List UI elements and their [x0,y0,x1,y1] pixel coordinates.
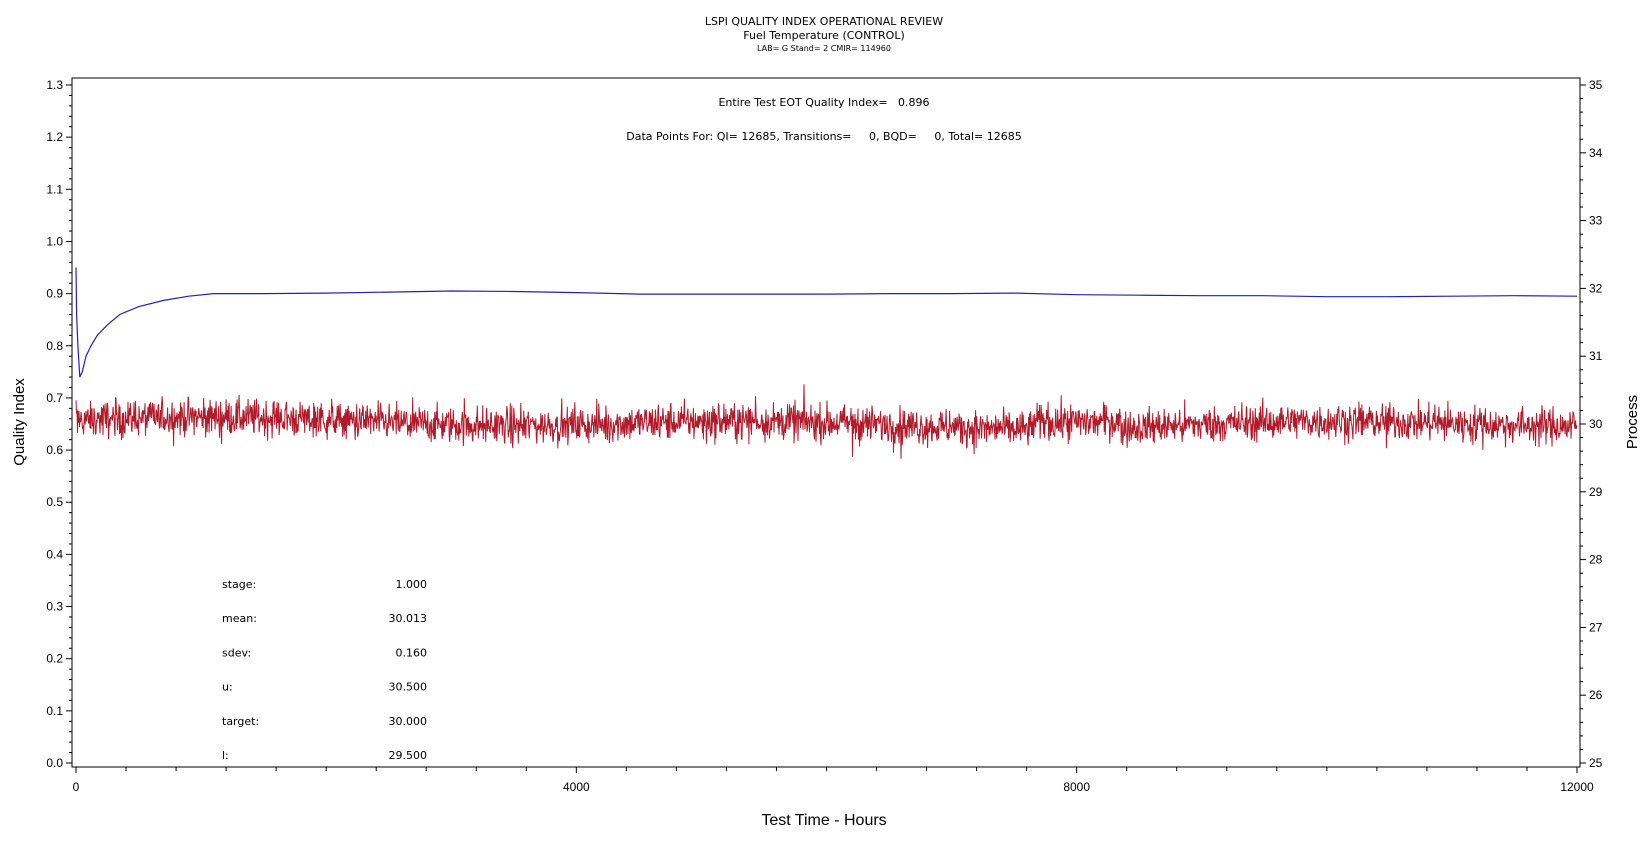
process-line [75,384,1578,459]
y-left-tick-label: 0.6 [46,443,63,457]
chart-title: LSPI QUALITY INDEX OPERATIONAL REVIEW [705,15,943,28]
y-left-tick-label: 0.0 [46,756,63,770]
stats-table: stage: 1.000 mean: 30.013 sdev: 0.160 u: 30.500… [222,578,427,762]
y-right-tick-label: 35 [1589,78,1603,92]
stat-label: target: [222,715,259,728]
chart-subtitle: Fuel Temperature (CONTROL) [743,29,905,42]
y-left-tick-label: 1.0 [46,234,63,248]
stat-value: 30.000 [389,715,428,728]
process-series [75,384,1578,459]
chart-subtitle-2: LAB= G Stand= 2 CMIR= 114960 [757,44,891,53]
stat-label: u: [222,681,233,694]
y-right-tick-label: 30 [1589,417,1603,431]
y-left-tick-label: 1.3 [46,78,63,92]
x-tick-label: 12000 [1560,780,1594,794]
y-left-tick-label: 1.1 [46,182,63,196]
y-right-tick-label: 29 [1589,485,1603,499]
stat-value: 30.500 [389,681,428,694]
annotation-data-points: Data Points For: QI= 12685, Transitions=… [626,130,1021,143]
y-axis-left-label: Quality Index [11,378,28,466]
annotation-eot-quality-index: Entire Test EOT Quality Index= 0.896 [718,96,929,109]
y-right-tick-label: 26 [1589,688,1603,702]
y-left-tick-label: 0.7 [46,391,63,405]
x-tick-label: 0 [73,780,80,794]
stat-value: 1.000 [396,578,428,591]
x-tick-label: 8000 [1063,780,1090,794]
stat-value: 0.160 [396,646,428,659]
y-right-tick-label: 25 [1589,756,1603,770]
y-left-tick-label: 0.3 [46,600,63,614]
stat-value: 30.013 [389,612,428,625]
stat-label: stage: [222,578,256,591]
x-axis-label: Test Time - Hours [761,812,886,829]
y-right-tick-label: 28 [1589,553,1603,567]
stat-label: mean: [222,612,257,625]
axes: 0.0 0.1 0.2 0.3 0.4 0.5 0.6 0.7 0.8 0.9 1.0 1.1 1.2 1… [46,78,1602,794]
y-left-tick-label: 0.2 [46,652,63,666]
y-right-tick-label: 32 [1589,281,1603,295]
y-left-tick-label: 0.1 [46,704,63,718]
y-right-tick-label: 34 [1589,146,1603,160]
y-left-tick-label: 0.5 [46,495,63,509]
y-right-tick-label: 33 [1589,214,1603,228]
y-right-tick-label: 31 [1589,349,1603,363]
y-left-tick-label: 1.2 [46,130,63,144]
y-left-tick-label: 0.4 [46,547,63,561]
y-right-tick-label: 27 [1589,620,1603,634]
y-left-tick-label: 0.9 [46,287,63,301]
quality-index-line [75,267,1578,378]
quality-index-series [75,267,1578,378]
x-tick-label: 4000 [563,780,590,794]
y-left-tick-label: 0.8 [46,339,63,353]
stat-label: l: [222,749,229,762]
stat-label: sdev: [222,646,251,659]
stat-value: 29.500 [389,749,428,762]
y-axis-right-label: Process [1624,395,1641,449]
